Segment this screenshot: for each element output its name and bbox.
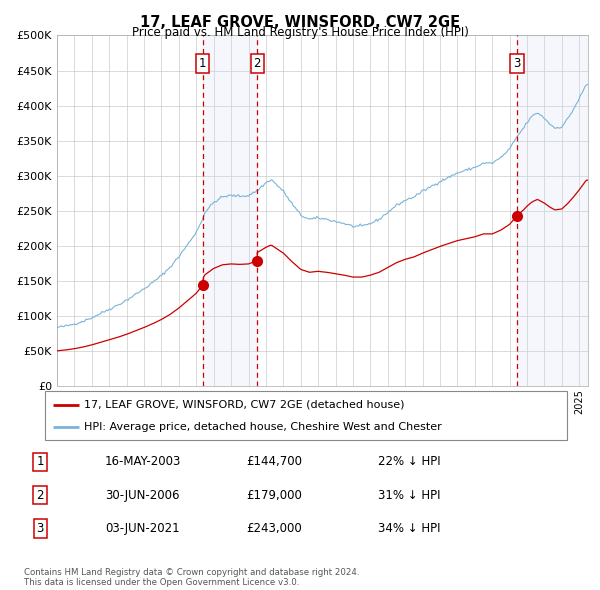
Text: 17, LEAF GROVE, WINSFORD, CW7 2GE: 17, LEAF GROVE, WINSFORD, CW7 2GE (140, 15, 460, 30)
Text: 1: 1 (199, 57, 206, 70)
Text: 3: 3 (513, 57, 521, 70)
Text: 03-JUN-2021: 03-JUN-2021 (105, 522, 179, 535)
Text: 2: 2 (253, 57, 261, 70)
Text: Price paid vs. HM Land Registry's House Price Index (HPI): Price paid vs. HM Land Registry's House … (131, 26, 469, 39)
Text: 2: 2 (37, 489, 44, 502)
Text: 31% ↓ HPI: 31% ↓ HPI (378, 489, 440, 502)
Text: 3: 3 (37, 522, 44, 535)
Text: 1: 1 (37, 455, 44, 468)
Text: £243,000: £243,000 (246, 522, 302, 535)
Text: £144,700: £144,700 (246, 455, 302, 468)
Text: 30-JUN-2006: 30-JUN-2006 (105, 489, 179, 502)
Text: Contains HM Land Registry data © Crown copyright and database right 2024.: Contains HM Land Registry data © Crown c… (24, 568, 359, 577)
Text: HPI: Average price, detached house, Cheshire West and Chester: HPI: Average price, detached house, Ches… (84, 422, 442, 432)
Text: This data is licensed under the Open Government Licence v3.0.: This data is licensed under the Open Gov… (24, 578, 299, 587)
Text: 34% ↓ HPI: 34% ↓ HPI (378, 522, 440, 535)
Text: £179,000: £179,000 (246, 489, 302, 502)
Text: 16-MAY-2003: 16-MAY-2003 (105, 455, 181, 468)
Text: 17, LEAF GROVE, WINSFORD, CW7 2GE (detached house): 17, LEAF GROVE, WINSFORD, CW7 2GE (detac… (84, 399, 404, 409)
FancyBboxPatch shape (45, 391, 567, 440)
Text: 22% ↓ HPI: 22% ↓ HPI (378, 455, 440, 468)
Bar (203, 35, 257, 386)
Bar (517, 35, 588, 386)
